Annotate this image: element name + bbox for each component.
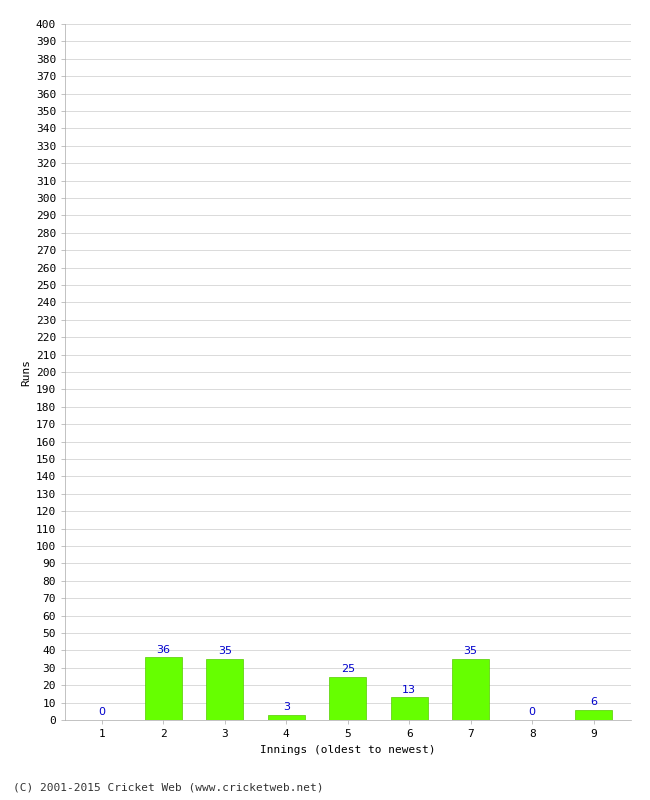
Text: 35: 35 [218, 646, 232, 657]
Text: 13: 13 [402, 685, 416, 694]
Bar [330, 677, 366, 720]
Bar [575, 710, 612, 720]
Bar [145, 658, 182, 720]
Bar [452, 659, 489, 720]
Text: 6: 6 [590, 697, 597, 707]
Text: 25: 25 [341, 664, 355, 674]
Text: (C) 2001-2015 Cricket Web (www.cricketweb.net): (C) 2001-2015 Cricket Web (www.cricketwe… [13, 782, 324, 792]
X-axis label: Innings (oldest to newest): Innings (oldest to newest) [260, 745, 436, 754]
Bar [268, 714, 305, 720]
Text: 0: 0 [528, 707, 536, 718]
Text: 3: 3 [283, 702, 290, 712]
Bar [391, 698, 428, 720]
Text: 36: 36 [157, 645, 170, 654]
Bar [207, 659, 243, 720]
Text: 35: 35 [463, 646, 478, 657]
Text: 0: 0 [98, 707, 105, 718]
Y-axis label: Runs: Runs [21, 358, 32, 386]
